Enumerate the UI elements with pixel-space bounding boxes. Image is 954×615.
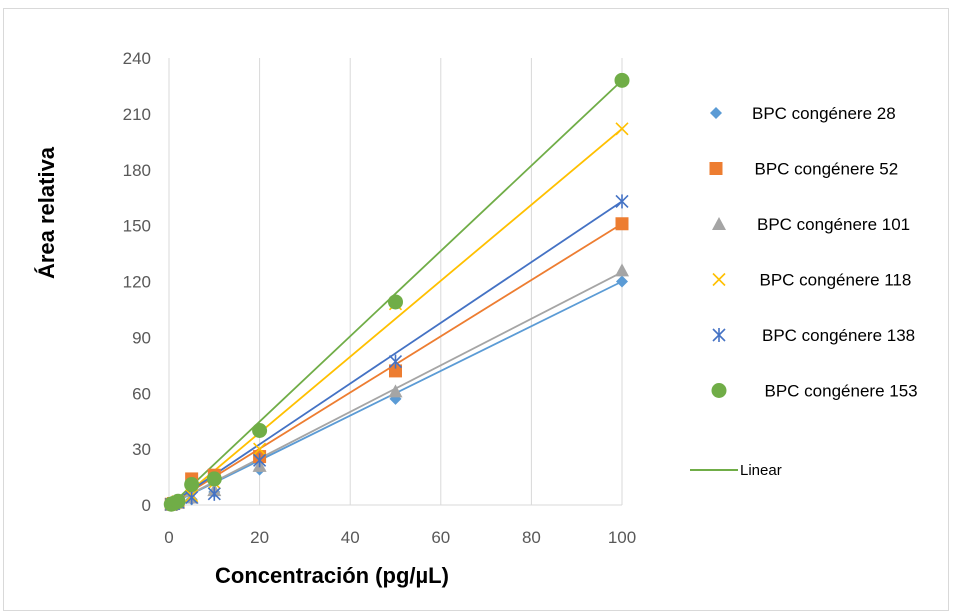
x-tick-label: 40 [341, 528, 360, 547]
y-tick-label: 210 [123, 105, 151, 124]
x-tick-label: 0 [164, 528, 173, 547]
data-point-series-5 [388, 354, 403, 369]
legend-label: BPC congénere 101 [757, 215, 910, 234]
legend-label: BPC congénere 138 [762, 326, 915, 345]
chart-frame: 0 20 40 60 80 100 0 30 60 90 120 150 180 210 240 BPC c… [3, 8, 949, 611]
y-tick-label: 90 [132, 328, 151, 347]
x-tick-label: 100 [608, 528, 636, 547]
y-tick-label: 240 [123, 49, 151, 68]
legend-marker-4 [712, 272, 726, 287]
data-point-series-5 [253, 453, 267, 468]
legend-label: BPC congénere 153 [765, 382, 918, 401]
data-point-series-6 [206, 471, 222, 487]
data-point-series-4 [253, 442, 267, 456]
x-tick-label: 20 [250, 528, 269, 547]
data-points [163, 72, 630, 512]
data-point-series-6 [388, 294, 403, 310]
chart-svg: 0 20 40 60 80 100 0 30 60 90 120 150 180 210 240 BPC c… [34, 49, 918, 588]
y-tick-label: 120 [123, 273, 151, 292]
data-point-series-1 [616, 275, 628, 288]
y-tick-label: 60 [132, 384, 151, 403]
legend-label: BPC congénere 52 [755, 160, 899, 179]
legend: BPC congénere 28 BPC congénere 52 BPC cong… [690, 104, 918, 479]
legend-marker-3 [712, 217, 726, 230]
data-point-series-6 [170, 493, 186, 509]
data-point-series-3 [615, 263, 629, 277]
data-point-series-4 [615, 122, 629, 136]
data-point-series-2 [615, 217, 629, 231]
data-point-series-5 [185, 490, 199, 505]
trendline-series-4 [170, 128, 623, 508]
trendline-series-5 [170, 200, 623, 505]
x-axis-title: Concentración (pg/µL) [215, 563, 449, 588]
data-point-series-2 [389, 364, 402, 378]
legend-label: BPC congénere 28 [752, 104, 896, 123]
legend-marker-2 [709, 162, 723, 175]
data-point-series-3 [388, 384, 403, 398]
data-point-series-5 [207, 486, 221, 501]
y-axis-title: Área relativa [34, 146, 59, 279]
y-tick-label: 180 [123, 161, 151, 180]
legend-marker-1 [710, 107, 722, 119]
data-point-series-5 [615, 194, 629, 209]
trendline-series-6 [170, 79, 623, 506]
x-tick-label: 80 [522, 528, 541, 547]
tick-labels: 0 20 40 60 80 100 0 30 60 90 120 150 180 210 240 [123, 49, 637, 547]
legend-trendline-label: Linear [740, 462, 782, 479]
x-tick-label: 60 [431, 528, 450, 547]
legend-marker-5 [712, 328, 726, 342]
trendlines [170, 79, 623, 508]
axes [168, 58, 622, 506]
data-point-series-6 [614, 72, 630, 88]
data-point-series-6 [252, 423, 268, 438]
data-point-series-6 [184, 477, 200, 493]
legend-label: BPC congénere 118 [760, 271, 912, 290]
legend-marker-6 [711, 383, 727, 398]
y-tick-label: 0 [142, 496, 151, 515]
y-tick-label: 30 [132, 440, 151, 459]
y-tick-label: 150 [123, 217, 151, 236]
